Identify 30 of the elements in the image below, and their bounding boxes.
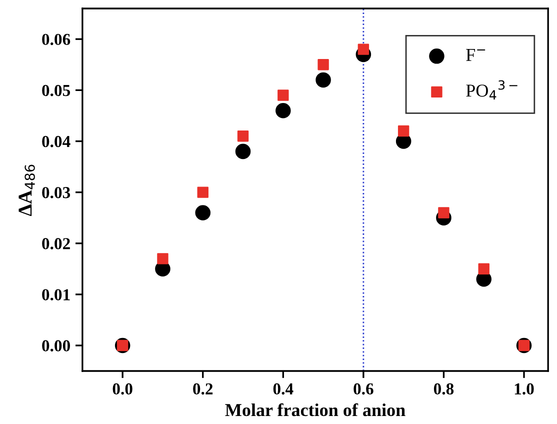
x-tick-label: 1.0 bbox=[514, 383, 534, 395]
point bbox=[438, 207, 450, 218]
point bbox=[278, 90, 289, 101]
point bbox=[398, 125, 410, 137]
x-tick-label: 0.4 bbox=[273, 383, 294, 395]
y-tick-label: 0.03 bbox=[42, 186, 70, 198]
x-axis-title: Molar fraction of anion bbox=[225, 403, 406, 416]
y-tick-label: 0.05 bbox=[42, 84, 70, 96]
point bbox=[276, 102, 291, 118]
point bbox=[237, 130, 249, 142]
legend-label: F$^{−}$ bbox=[466, 48, 486, 61]
point bbox=[195, 205, 211, 220]
point bbox=[318, 59, 329, 70]
legend-label: PO$_{4}$$^{3−}$ bbox=[466, 80, 518, 100]
point bbox=[235, 144, 251, 160]
y-axis-title: ΔA$_{486}$ bbox=[18, 164, 35, 216]
point bbox=[316, 72, 331, 88]
y-tick-label: 0.02 bbox=[42, 238, 70, 250]
point bbox=[358, 44, 370, 55]
y-tick-label: 0.00 bbox=[42, 340, 70, 352]
x-tick-label: 0.0 bbox=[112, 383, 132, 395]
point bbox=[478, 263, 490, 274]
y-tick-label: 0.06 bbox=[42, 34, 70, 46]
x-tick-label: 0.2 bbox=[193, 383, 213, 395]
y-tick-label: 0.04 bbox=[42, 136, 70, 148]
x-tick-label: 0.6 bbox=[354, 383, 374, 395]
point bbox=[197, 186, 208, 198]
x-tick-label: 0.8 bbox=[434, 383, 454, 395]
y-tick-label: 0.01 bbox=[42, 289, 70, 300]
point bbox=[157, 253, 168, 264]
